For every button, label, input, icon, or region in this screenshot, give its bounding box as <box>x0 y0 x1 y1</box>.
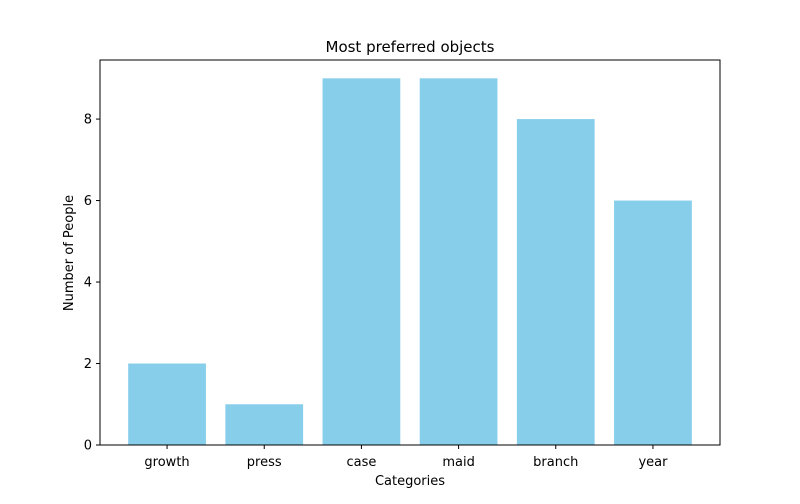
x-axis-ticks: growth press case maid branch year <box>144 445 668 470</box>
x-tick-label: year <box>638 455 668 470</box>
y-axis-label: Number of People <box>62 195 77 311</box>
x-axis-label: Categories <box>375 474 445 489</box>
plot-frame <box>99 59 721 446</box>
x-tick-label: growth <box>144 455 189 470</box>
bar-branch <box>516 119 595 446</box>
y-tick-label: 0 <box>84 439 92 454</box>
y-tick-label: 2 <box>84 357 92 372</box>
bars-group <box>128 78 692 446</box>
bar-growth <box>128 363 206 445</box>
bar-press <box>225 404 304 445</box>
y-tick-label: 8 <box>84 113 92 128</box>
y-tick-label: 6 <box>84 194 92 209</box>
y-tick-label: 4 <box>84 276 92 291</box>
x-tick-label: press <box>247 455 282 470</box>
y-axis-ticks: 0 2 4 6 8 <box>84 113 100 454</box>
x-tick-label: branch <box>533 455 578 470</box>
chart-title: Most preferred objects <box>326 38 495 56</box>
bar-maid <box>419 78 498 445</box>
x-tick-label: case <box>346 455 376 470</box>
bar-case <box>322 78 401 445</box>
x-tick-label: maid <box>442 455 475 470</box>
bar-year <box>614 200 692 445</box>
